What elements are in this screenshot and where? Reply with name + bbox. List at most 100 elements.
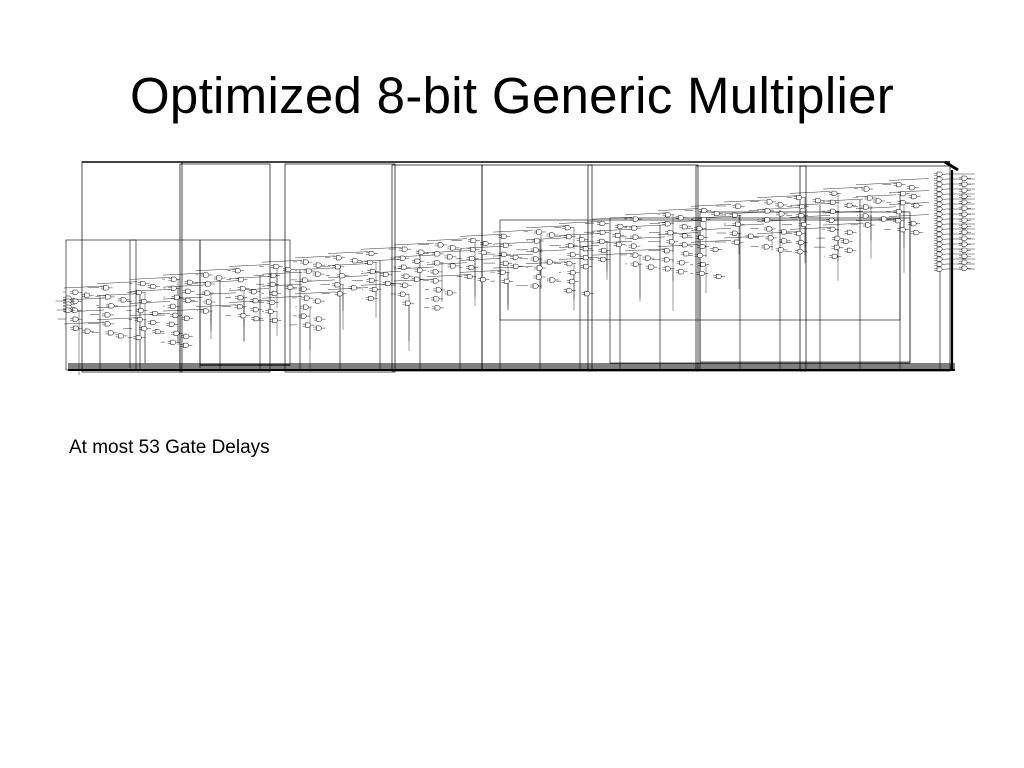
logic-gate — [183, 342, 189, 348]
connector-wire — [624, 248, 666, 252]
logic-gate — [240, 286, 246, 292]
logic-gate — [679, 260, 686, 266]
connector-wire — [393, 242, 435, 246]
logic-gate — [547, 259, 553, 265]
logic-gate — [369, 269, 376, 274]
connector-wire — [822, 198, 864, 202]
connector-wire — [393, 266, 435, 270]
connector-wire — [558, 245, 600, 248]
logic-gate — [582, 255, 589, 261]
logic-gate — [433, 296, 440, 302]
logic-gate — [896, 182, 902, 188]
logic-gate — [533, 256, 539, 262]
logic-gate — [664, 248, 671, 254]
output-gate — [936, 231, 943, 237]
connector-wire — [63, 285, 105, 289]
logic-gate — [532, 283, 539, 289]
logic-gate — [469, 256, 476, 262]
connector-wire — [657, 220, 699, 223]
logic-gate — [734, 239, 740, 245]
output-gate — [961, 193, 968, 199]
logic-gate — [862, 213, 869, 219]
logic-gate — [777, 202, 784, 208]
logic-gate — [417, 267, 423, 273]
logic-gate — [781, 238, 788, 244]
logic-gate — [831, 253, 838, 259]
logic-gate — [778, 211, 785, 217]
logic-gate — [533, 247, 539, 253]
logic-gate — [503, 242, 509, 248]
logic-gate — [237, 304, 243, 310]
output-gate — [936, 181, 943, 187]
logic-gate — [368, 296, 374, 301]
logic-gate — [285, 266, 292, 272]
connector-wire — [822, 210, 864, 214]
logic-gate — [600, 256, 607, 262]
logic-gate — [84, 328, 91, 334]
logic-gate — [500, 269, 506, 275]
connector-wire — [162, 308, 204, 312]
logic-gate — [434, 251, 441, 257]
logic-gate — [336, 255, 342, 261]
output-gate — [936, 206, 943, 212]
feedback-loop — [81, 161, 183, 373]
logic-gate — [72, 316, 79, 322]
connector-wire — [195, 292, 237, 295]
connector-wire — [228, 276, 270, 279]
logic-gate — [152, 311, 159, 317]
logic-gate — [913, 203, 920, 209]
logic-gate — [251, 289, 257, 295]
logic-gate — [566, 261, 573, 267]
logic-gate — [450, 245, 456, 251]
gate-delay-caption: At most 53 Gate Delays — [69, 437, 270, 458]
logic-gate — [697, 253, 704, 258]
connector-wire — [756, 195, 798, 198]
top-bus-corner — [944, 160, 959, 172]
logic-gate — [701, 217, 707, 222]
logic-gate — [781, 229, 788, 235]
logic-gate — [141, 326, 148, 332]
logic-gate — [682, 224, 688, 230]
logic-gate — [315, 271, 321, 277]
logic-gate — [300, 286, 307, 292]
connector-wire — [327, 275, 369, 278]
logic-gate — [512, 254, 519, 260]
logic-gate — [584, 291, 591, 297]
logic-gate — [303, 304, 309, 310]
logic-gate — [403, 273, 410, 279]
logic-gate — [118, 333, 124, 339]
connector-wire — [855, 182, 897, 185]
logic-gate — [911, 194, 918, 200]
logic-gate — [699, 244, 706, 249]
connector-wire — [789, 227, 831, 230]
logic-gate — [481, 250, 487, 256]
logic-gate — [414, 258, 421, 264]
logic-gate — [834, 244, 840, 250]
logic-gate — [536, 229, 543, 235]
connector-wire — [459, 258, 501, 261]
logic-gate — [847, 229, 853, 235]
connector-wire — [261, 272, 303, 275]
connector-wire — [426, 250, 468, 253]
logic-gate — [339, 273, 346, 279]
connector-wire — [789, 191, 831, 194]
logic-gate — [601, 247, 608, 253]
logic-gate — [273, 263, 280, 269]
logic-gate — [304, 295, 310, 301]
output-gates — [934, 171, 971, 272]
logic-gate — [402, 282, 409, 288]
logic-gate — [763, 244, 770, 250]
logic-gate — [799, 204, 806, 210]
connector-wire — [261, 296, 303, 299]
connector-wire — [162, 284, 204, 288]
output-gate — [936, 226, 943, 232]
logic-gate — [701, 208, 708, 213]
output-gate — [961, 181, 968, 187]
logic-gate — [615, 232, 621, 238]
logic-gate — [583, 264, 589, 270]
output-gate — [961, 253, 968, 259]
logic-gate — [503, 278, 510, 284]
connector-wire — [195, 280, 237, 283]
logic-gate — [665, 266, 671, 272]
